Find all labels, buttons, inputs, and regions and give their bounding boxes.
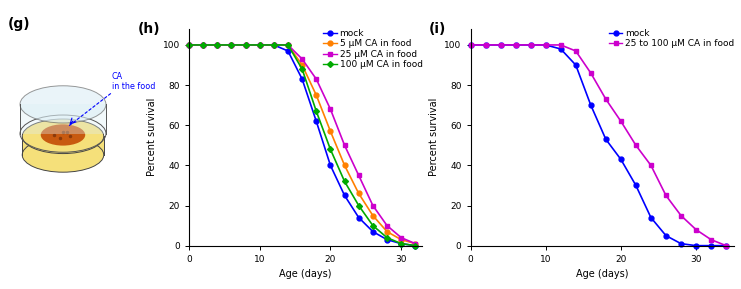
Ellipse shape: [41, 124, 85, 146]
Text: (h): (h): [138, 22, 160, 36]
Y-axis label: Percent survival: Percent survival: [429, 98, 439, 177]
Y-axis label: Percent survival: Percent survival: [147, 98, 157, 177]
Text: CA
in the food: CA in the food: [112, 72, 156, 91]
Ellipse shape: [22, 138, 104, 172]
Bar: [22, 136, 104, 155]
Text: (i): (i): [428, 22, 446, 36]
Legend: mock, 25 to 100 μM CA in food: mock, 25 to 100 μM CA in food: [609, 29, 734, 49]
Ellipse shape: [22, 119, 104, 153]
Legend: mock, 5 μM CA in food, 25 μM CA in food, 100 μM CA in food: mock, 5 μM CA in food, 25 μM CA in food,…: [323, 29, 422, 69]
Text: (g): (g): [8, 17, 31, 31]
X-axis label: Age (days): Age (days): [279, 269, 332, 279]
Bar: [20, 104, 106, 134]
X-axis label: Age (days): Age (days): [576, 269, 628, 279]
Ellipse shape: [20, 86, 106, 123]
